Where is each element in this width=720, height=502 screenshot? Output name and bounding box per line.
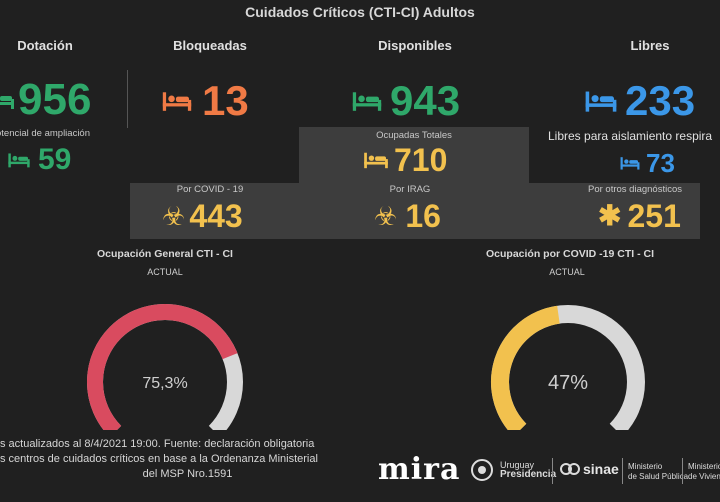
dotacion-label: Dotación	[17, 38, 73, 53]
sinae-text: sinae	[583, 461, 619, 477]
bed-icon	[162, 92, 192, 111]
irag-stat: ☣ 16	[374, 200, 441, 232]
msp-logo: Ministerio de Salud Pública	[628, 462, 688, 482]
disponibles-label: Disponibles	[378, 38, 452, 53]
msp-text-2: de Salud Pública	[628, 472, 689, 481]
gauge-covid	[491, 305, 645, 430]
desglose-panel	[130, 183, 700, 239]
gauge-general-title: Ocupación General CTI - CI	[97, 248, 233, 260]
otros-label: Por otros diagnósticos	[588, 184, 682, 195]
bloqueadas-stat: 13	[162, 80, 249, 122]
mira-logo-text: mira	[378, 452, 461, 487]
gauge-general-caption: ACTUAL	[147, 267, 183, 277]
gauge-general-value: 75,3%	[142, 375, 188, 392]
divider	[127, 70, 128, 128]
footer-line-2: s centros de cuidados críticos en base a…	[0, 453, 318, 465]
ampliacion-value: 59	[38, 143, 72, 176]
dotacion-stat: 956	[0, 78, 91, 122]
footer-line-1: s actualizados al 8/4/2021 19:00. Fuente…	[0, 438, 315, 450]
bed-icon	[0, 96, 14, 109]
mvot-text-2: de Vivienda y	[688, 472, 720, 481]
presidencia-text: Presidencia	[500, 469, 557, 480]
aislamiento-value: 73	[646, 148, 675, 178]
bed-icon	[352, 92, 382, 111]
mvot-text-1: Ministerio	[688, 462, 720, 471]
sun-emblem-icon	[471, 459, 493, 481]
libres-label: Libres	[630, 38, 670, 53]
bed-icon	[585, 91, 617, 112]
otros-value: 251	[627, 198, 681, 234]
gauge-general-fill	[87, 304, 238, 430]
gauge-covid-fill	[491, 305, 560, 430]
divider	[682, 458, 683, 484]
uruguay-text: Uruguay	[500, 460, 535, 470]
footer-line-3: del MSP Nro.1591	[142, 468, 233, 480]
bed-icon	[620, 157, 640, 170]
sinae-logo: sinae	[560, 460, 619, 478]
mvot-logo: Ministerio de Vivienda y	[688, 462, 720, 482]
bloqueadas-value: 13	[202, 77, 249, 124]
aislamiento-stat: 73	[620, 150, 675, 176]
ocupadas-value: 710	[394, 142, 448, 178]
otros-stat: ✱ 251	[598, 200, 681, 232]
footer-note: s actualizados al 8/4/2021 19:00. Fuente…	[0, 437, 375, 482]
gauge-covid-caption: ACTUAL	[549, 267, 585, 277]
asterisk-icon: ✱	[598, 200, 622, 231]
covid-value: 443	[189, 198, 243, 234]
mira-logo: mira	[378, 452, 460, 487]
aislamiento-label: Libres para aislamiento respira	[548, 129, 713, 143]
disponibles-stat: 943	[352, 80, 460, 122]
dotacion-value: 956	[18, 75, 92, 124]
ampliacion-stat: 59	[8, 145, 71, 175]
libres-stat: 233	[585, 80, 695, 122]
libres-value: 233	[625, 77, 696, 124]
page-title: Cuidados Críticos (CTI-CI) Adultos	[245, 4, 475, 20]
gauge-covid-title: Ocupación por COVID -19 CTI - CI	[485, 248, 654, 260]
gauge-covid-value: 47%	[547, 372, 589, 394]
bed-icon	[364, 152, 388, 169]
sinae-icon	[560, 463, 580, 475]
gauge-general	[87, 304, 243, 430]
irag-value: 16	[405, 198, 441, 234]
divider	[552, 458, 553, 484]
msp-text-1: Ministerio	[628, 462, 663, 471]
ocupadas-label: Ocupadas Totales	[376, 130, 452, 141]
ampliacion-label: otencial de ampliación	[0, 128, 91, 139]
covid-stat: ☣ 443	[162, 200, 243, 232]
disponibles-value: 943	[390, 77, 461, 124]
irag-label: Por IRAG	[389, 184, 431, 195]
ocupadas-panel	[299, 127, 529, 183]
bloqueadas-label: Bloqueadas	[173, 38, 247, 53]
biohazard-icon: ☣	[162, 201, 186, 231]
divider	[622, 458, 623, 484]
covid-label: Por COVID - 19	[176, 184, 244, 195]
biohazard-icon: ☣	[374, 201, 398, 231]
bed-icon	[8, 153, 30, 168]
presidencia-logo: Uruguay Presidencia	[470, 458, 556, 482]
ocupadas-stat: 710	[364, 144, 447, 176]
